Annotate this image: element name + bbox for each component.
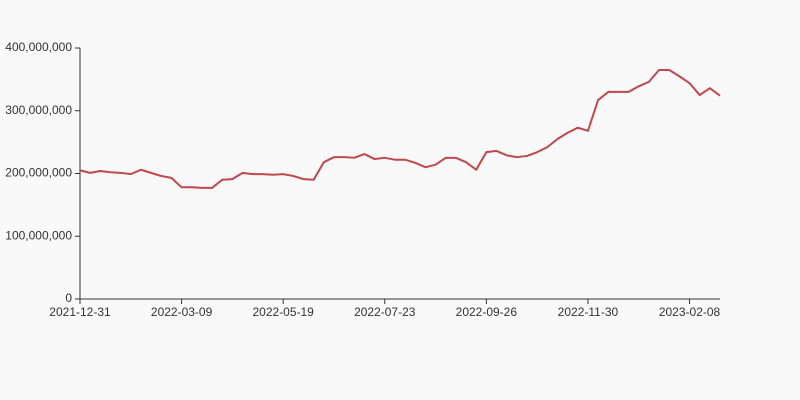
- y-tick-label: 400,000,000: [5, 40, 72, 54]
- y-tick-label: 0: [65, 291, 72, 305]
- x-tick-label: 2022-05-19: [252, 305, 314, 319]
- x-tick-label: 2022-11-30: [558, 305, 619, 319]
- y-tick-label: 300,000,000: [5, 103, 72, 117]
- x-tick-label: 2021-12-31: [49, 305, 111, 319]
- y-tick-label: 200,000,000: [5, 166, 72, 180]
- x-tick-label: 2022-07-23: [354, 305, 416, 319]
- line-series: [79, 68, 721, 189]
- y-tick-label: 100,000,000: [5, 228, 72, 242]
- x-tick-label: 2022-03-09: [151, 305, 213, 319]
- x-tick-label: 2023-02-08: [659, 305, 721, 319]
- x-tick-label: 2022-09-26: [456, 305, 518, 319]
